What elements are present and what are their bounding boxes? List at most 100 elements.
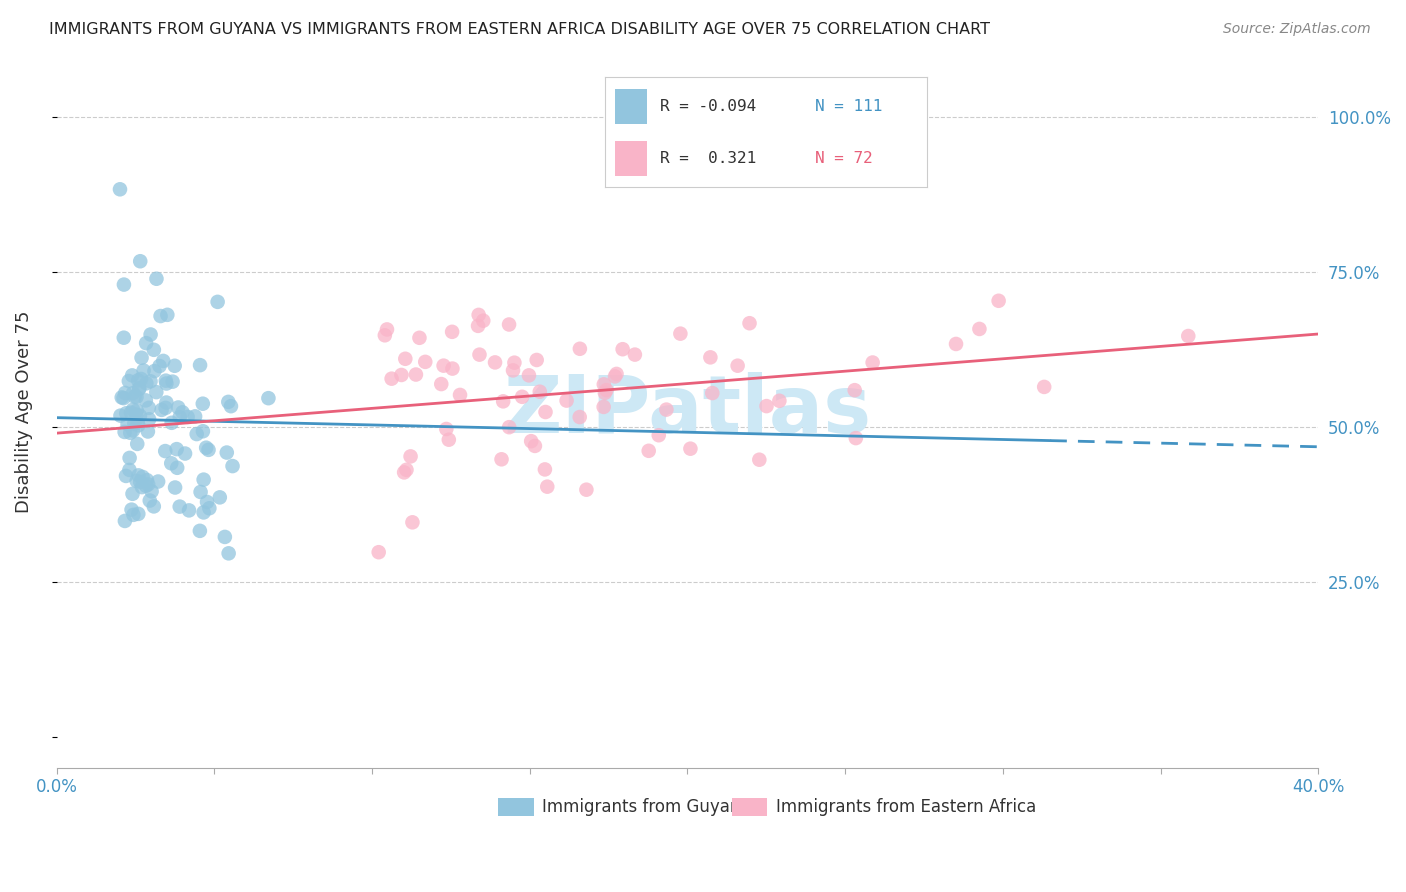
Point [603, 369, 626, 384]
Point [592, 377, 614, 392]
Point [150, 403, 173, 417]
Point [219, 399, 242, 413]
Point [498, 420, 520, 434]
Point [145, 272, 167, 286]
Point [517, 368, 540, 383]
Point [472, 313, 495, 327]
Point [1033, 380, 1056, 394]
Point [114, 425, 136, 439]
Point [408, 331, 430, 345]
Point [127, 373, 149, 387]
Point [1177, 329, 1199, 343]
Point [575, 483, 598, 497]
Point [555, 393, 578, 408]
Bar [731, 798, 766, 816]
Point [131, 480, 153, 494]
Point [467, 318, 489, 333]
Point [221, 459, 243, 474]
Point [118, 463, 141, 477]
Point [136, 425, 159, 439]
Point [399, 450, 422, 464]
Point [112, 391, 135, 405]
Point [129, 372, 152, 386]
Point [523, 439, 546, 453]
Point [536, 480, 558, 494]
Point [768, 393, 790, 408]
Point [367, 545, 389, 559]
Point [595, 383, 617, 397]
Text: Immigrants from Guyana: Immigrants from Guyana [543, 798, 751, 816]
Point [534, 405, 557, 419]
Point [198, 501, 221, 516]
Point [195, 495, 218, 509]
Point [441, 361, 464, 376]
Point [125, 390, 148, 404]
Point [987, 293, 1010, 308]
Point [110, 409, 132, 423]
Point [155, 401, 177, 415]
Point [122, 508, 145, 522]
Point [120, 406, 142, 420]
Point [125, 474, 148, 488]
Point [174, 446, 197, 460]
Point [217, 395, 239, 409]
Point [117, 417, 139, 431]
Text: ZIPatlas: ZIPatlas [503, 373, 872, 450]
Point [138, 412, 160, 426]
Point [748, 452, 770, 467]
Point [401, 516, 423, 530]
Y-axis label: Disability Age Over 75: Disability Age Over 75 [15, 310, 32, 513]
Point [395, 463, 418, 477]
Point [135, 479, 157, 493]
Point [131, 351, 153, 365]
Point [433, 359, 456, 373]
Point [637, 443, 659, 458]
Point [208, 491, 231, 505]
Point [125, 403, 148, 417]
Point [115, 469, 138, 483]
Point [437, 433, 460, 447]
Point [162, 375, 184, 389]
Point [413, 355, 436, 369]
Point [568, 410, 591, 425]
Point [127, 437, 149, 451]
Point [135, 393, 157, 408]
Point [520, 434, 543, 449]
Point [122, 402, 145, 417]
Point [193, 505, 215, 519]
Point [593, 385, 616, 400]
Point [434, 422, 457, 436]
Point [699, 351, 721, 365]
Text: Source: ZipAtlas.com: Source: ZipAtlas.com [1223, 22, 1371, 37]
Point [142, 500, 165, 514]
Point [484, 355, 506, 369]
Point [510, 390, 533, 404]
Point [648, 428, 671, 442]
Point [135, 473, 157, 487]
Point [125, 408, 148, 422]
Point [214, 530, 236, 544]
Point [679, 442, 702, 456]
Point [374, 328, 396, 343]
Point [131, 470, 153, 484]
Point [121, 368, 143, 383]
Point [152, 354, 174, 368]
Point [127, 507, 149, 521]
Point [375, 322, 398, 336]
Point [127, 418, 149, 433]
Point [468, 348, 491, 362]
Point [502, 363, 524, 377]
Point [128, 382, 150, 396]
Point [149, 309, 172, 323]
Point [391, 368, 413, 382]
Point [655, 402, 678, 417]
Point [118, 450, 141, 465]
Point [143, 364, 166, 378]
Point [534, 462, 557, 476]
Point [503, 356, 526, 370]
Point [945, 337, 967, 351]
Point [132, 363, 155, 377]
Point [135, 376, 157, 391]
Point [195, 441, 218, 455]
Point [190, 485, 212, 500]
